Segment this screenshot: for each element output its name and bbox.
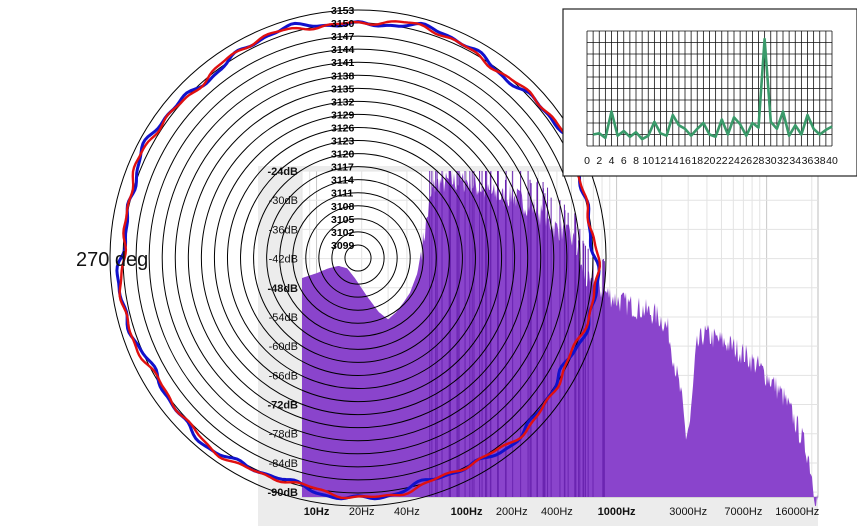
spectrum-y-tick-labels: -24dB-30dB-36dB-42dB-48dB-54dB-60dB-66dB… [267,166,298,499]
inset-x-label: 20 [704,155,716,167]
spectrum-x-label: 40Hz [394,506,420,518]
polar-ring-label: 3150 [331,18,355,30]
inset-x-label: 10 [642,155,654,167]
inset-x-label: 32 [777,155,789,167]
inset-line-chart: 0 2 4 6 8 10 12 14 16 18 20 22 24 26 28 30 32 34 36 38 40 [562,8,857,177]
inset-x-label: 28 [753,155,765,167]
polar-angle-label: 270 deg [76,249,148,271]
spectrum-y-label: -66dB [269,370,298,382]
inset-x-label: 18 [691,155,703,167]
inset-series [592,37,833,141]
spectrum-x-label-major: 10Hz [304,506,330,518]
spectrum-x-label: 200Hz [496,506,528,518]
polar-ring-label: 3123 [331,136,355,148]
spectrum-x-label: 20Hz [349,506,375,518]
polar-ring [279,179,437,337]
polar-ring-label: 3144 [331,44,355,56]
polar-ring-label: 3147 [331,31,355,43]
spectrum-y-label: -78dB [269,429,298,441]
polar-ring [344,244,372,272]
polar-ring-label: 3153 [331,5,355,17]
spectrum-y-label: -84dB [269,458,298,470]
inset-x-label: 22 [716,155,728,167]
inset-gridlines [586,30,833,147]
spectrum-x-label: 3000Hz [669,506,707,518]
spectrum-y-label: -72dB [267,400,298,412]
inset-x-label: 34 [789,155,801,167]
polar-ring-label: 3126 [331,122,355,134]
inset-x-label: 26 [740,155,752,167]
polar-ring [305,205,411,311]
spectrum-x-label: 16000Hz [775,506,819,518]
inset-x-label: 4 [609,155,615,167]
inset-frame [562,8,857,177]
polar-ring [253,153,463,363]
polar-ring-label: 3120 [331,149,355,161]
polar-ring-labels: 3153315031473144314131383135313231293126… [331,5,355,252]
inset-x-label: 0 [584,155,590,167]
polar-chart: 3153315031473144314131383135313231293126… [76,5,607,507]
polar-ring-label: 3141 [331,57,355,69]
inset-x-label: 38 [814,155,826,167]
spectrum-y-label: -48dB [267,283,298,295]
inset-x-label: 12 [655,155,667,167]
polar-ring [226,126,490,390]
polar-ring [292,192,424,324]
inset-x-label: 16 [679,155,691,167]
spectrum-x-label-major: 1000Hz [598,506,636,518]
polar-ring-label: 3105 [331,214,355,226]
polar-ring-label: 3135 [331,83,355,95]
polar-series [115,20,601,501]
polar-ring-label: 3099 [331,240,355,252]
spectrum-x-label: 400Hz [541,506,573,518]
polar-ring [200,100,516,416]
spectrum-x-tick-labels: 10Hz 100Hz 1000Hz 20Hz 40Hz 200Hz 400Hz 3000Hz 7… [304,506,820,518]
polar-ring-label: 3108 [331,201,355,213]
polar-ring [148,48,568,468]
polar-ring [318,218,398,298]
polar-ring [187,87,529,429]
inset-x-label: 2 [596,155,602,167]
spectrum-y-label: -36dB [269,224,298,236]
inset-x-label: 8 [633,155,639,167]
polar-ring [213,113,503,403]
spectrum-y-label: -60dB [269,341,298,353]
spectrum-y-label: -54dB [269,312,298,324]
polar-ring-label: 3129 [331,109,355,121]
polar-ring-label: 3117 [331,162,354,174]
polar-ring-label: 3111 [331,188,353,200]
polar-series-line [118,20,601,500]
spectrum-x-label-major: 100Hz [451,506,483,518]
inset-x-label: 36 [802,155,814,167]
inset-x-label: 24 [728,155,740,167]
inset-x-label: 14 [667,155,679,167]
polar-ring [240,140,476,376]
polar-ring-label: 3114 [331,175,354,187]
polar-ring-label: 3138 [331,70,355,82]
polar-ring [331,231,385,285]
polar-ring-label: 3132 [331,96,355,108]
polar-ring [109,9,607,507]
polar-ring [174,74,542,442]
inset-x-label: 30 [765,155,777,167]
polar-ring-label: 3102 [331,227,355,239]
spectrum-x-label: 7000Hz [724,506,762,518]
inset-x-label: 40 [826,155,838,167]
polar-rings [109,9,607,507]
spectrum-y-label: -30dB [269,195,298,207]
inset-line-path [592,37,833,141]
polar-ring [135,35,581,481]
inset-x-label: 6 [621,155,627,167]
inset-x-tick-labels: 0 2 4 6 8 10 12 14 16 18 20 22 24 26 28 30 32 34 36 38 40 [584,155,838,167]
polar-ring [266,166,450,350]
polar-ring [161,61,555,455]
spectrum-y-label: -42dB [269,254,298,266]
